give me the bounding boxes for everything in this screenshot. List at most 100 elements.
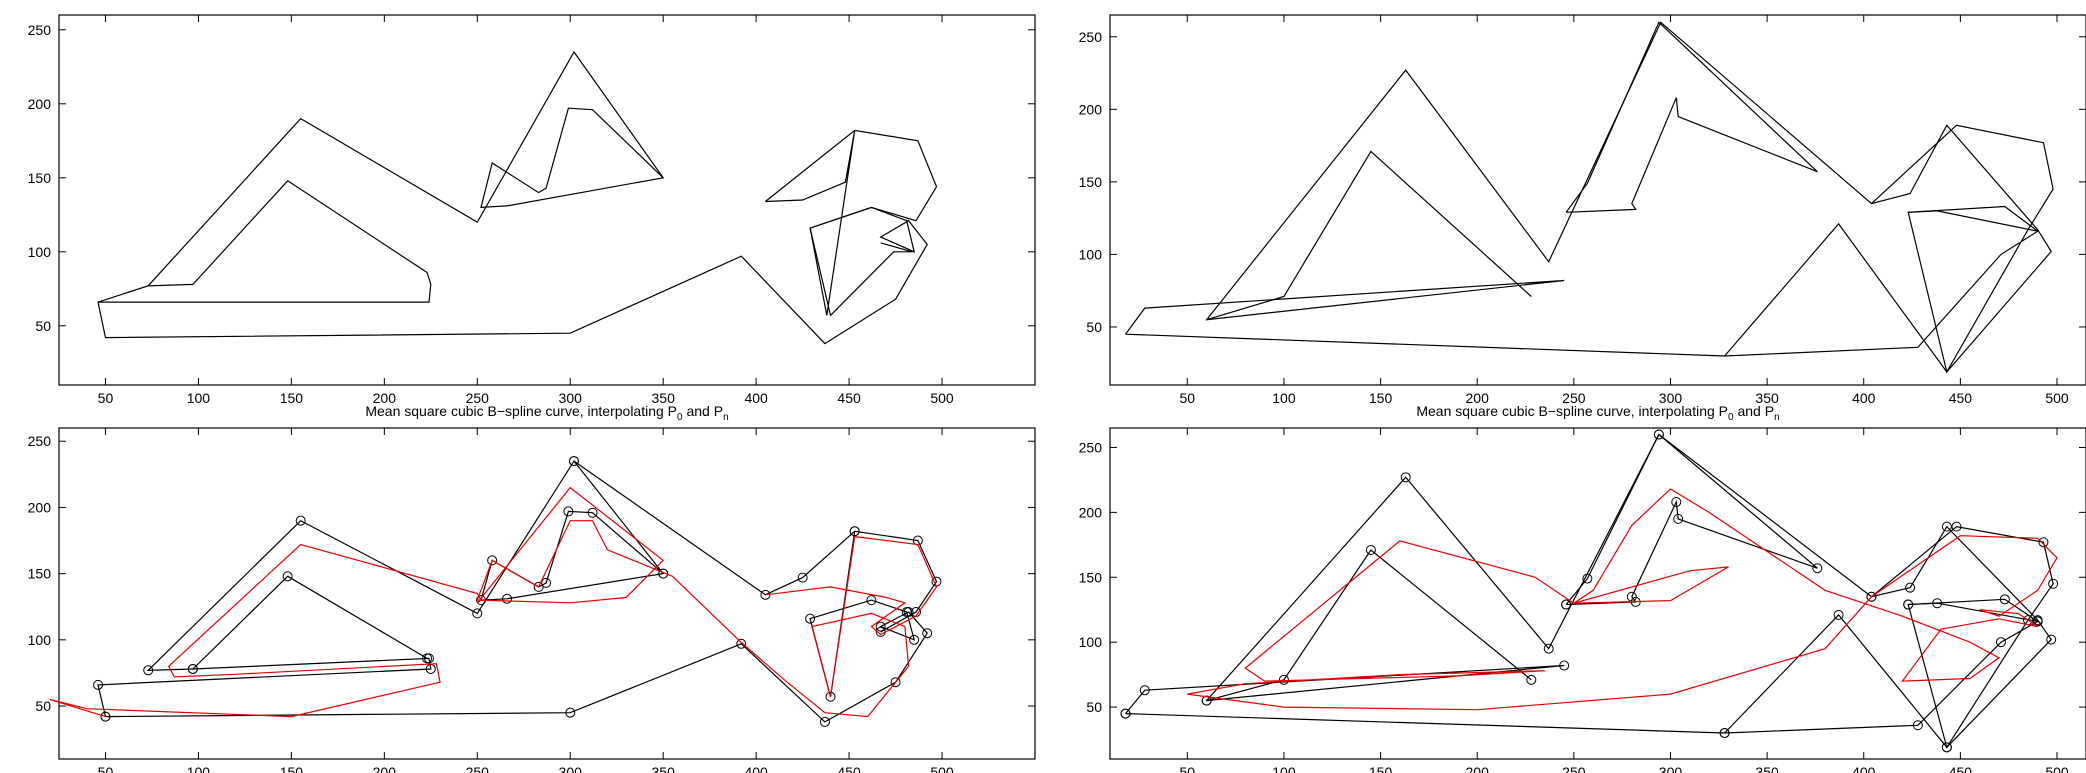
control-point-marker xyxy=(1941,742,1952,753)
control-point-marker xyxy=(100,711,111,722)
control-point-marker xyxy=(1543,643,1554,654)
y-tick-label: 50 xyxy=(1086,699,1102,715)
control-point-marker xyxy=(1905,582,1916,593)
x-tick-label: 300 xyxy=(1659,390,1683,406)
control-polygon xyxy=(97,50,665,338)
y-tick-label: 50 xyxy=(35,318,51,334)
control-point-marker xyxy=(472,608,483,619)
x-tick-label: 350 xyxy=(1755,390,1779,406)
control-point-marker xyxy=(658,568,669,579)
control-polygon xyxy=(1206,150,1532,321)
control-polygon xyxy=(1206,549,1532,702)
control-point-marker xyxy=(1400,472,1411,483)
control-point-marker xyxy=(1120,708,1131,719)
control-polygon xyxy=(1724,525,2052,749)
x-tick-label: 50 xyxy=(98,390,114,406)
panel-bottom-left: 50 100 150 200 250 300 350 400 450 500 50 100 150 200… xyxy=(28,403,1036,773)
control-point-marker xyxy=(2048,578,2059,589)
y-tick-label: 100 xyxy=(28,632,52,648)
control-point-marker xyxy=(565,707,576,718)
control-polygon xyxy=(105,530,938,723)
y-tick-label: 200 xyxy=(28,96,52,112)
control-polygon xyxy=(97,460,665,717)
y-tick-label: 150 xyxy=(28,170,52,186)
control-polygon xyxy=(105,130,928,345)
control-point-marker xyxy=(1999,594,2010,605)
y-tick-label: 50 xyxy=(1086,319,1102,335)
control-point-marker xyxy=(1903,599,1914,610)
control-point-marker xyxy=(2046,634,2057,645)
control-point-marker xyxy=(797,572,808,583)
x-tick-label: 50 xyxy=(98,764,114,773)
x-axis-label: Mean square cubic B−spline curve, interp… xyxy=(365,403,728,423)
y-tick-label: 50 xyxy=(35,698,51,714)
y-tick-label: 200 xyxy=(1079,504,1103,520)
x-tick-label: 450 xyxy=(1949,764,1973,773)
spline-curve xyxy=(49,486,938,718)
control-point-marker xyxy=(93,679,104,690)
panel-top-right: 50 100 150 200 250 300 350 400 450 500 50 100 150 200… xyxy=(1079,14,2086,406)
y-tick-label: 250 xyxy=(28,22,52,38)
axes-frame xyxy=(58,427,1036,760)
control-point-marker xyxy=(1866,591,1877,602)
control-polygon xyxy=(1908,602,2038,622)
y-tick-label: 150 xyxy=(1079,174,1103,190)
control-point-marker xyxy=(282,571,293,582)
y-tick-label: 100 xyxy=(1079,246,1103,262)
control-point-marker xyxy=(866,595,877,606)
control-point-marker xyxy=(295,515,306,526)
axes-frame xyxy=(1109,427,2086,760)
x-tick-label: 300 xyxy=(559,764,583,773)
control-point-marker xyxy=(875,621,886,632)
x-tick-label: 350 xyxy=(1755,764,1779,773)
control-point-marker xyxy=(1365,545,1376,556)
spline-curve xyxy=(1187,488,2058,711)
control-point-marker xyxy=(1201,695,1212,706)
x-tick-label: 300 xyxy=(559,390,583,406)
x-tick-label: 400 xyxy=(744,764,768,773)
control-point-marker xyxy=(422,653,433,664)
panel-bottom-right: 50 100 150 200 250 300 350 400 450 500 50 100 150 200… xyxy=(1079,403,2086,773)
control-point-marker xyxy=(1582,573,1593,584)
x-tick-label: 50 xyxy=(1180,390,1196,406)
control-point-marker xyxy=(825,691,836,702)
x-tick-label: 350 xyxy=(652,764,676,773)
x-tick-label: 450 xyxy=(837,764,861,773)
x-tick-label: 300 xyxy=(1659,764,1683,773)
control-point-marker xyxy=(1671,496,1682,507)
control-point-marker xyxy=(541,577,552,588)
x-tick-label: 100 xyxy=(1272,390,1296,406)
x-tick-label: 250 xyxy=(466,764,490,773)
control-point-marker xyxy=(187,663,198,674)
control-polygon xyxy=(1125,433,2054,749)
x-tick-label: 150 xyxy=(280,390,304,406)
x-tick-label: 150 xyxy=(1369,390,1393,406)
control-point-marker xyxy=(1932,598,1943,609)
control-point-marker xyxy=(1812,563,1823,574)
y-tick-label: 150 xyxy=(1079,569,1103,585)
control-point-marker xyxy=(487,555,498,566)
control-point-marker xyxy=(563,506,574,517)
control-point-marker xyxy=(1653,429,1664,440)
panel-top-left: 50 100 150 200 250 300 350 400 450 500 50 100 150 200… xyxy=(28,14,1036,406)
x-tick-label: 150 xyxy=(1369,764,1393,773)
y-tick-label: 100 xyxy=(1079,634,1103,650)
x-tick-label: 350 xyxy=(652,390,676,406)
control-polygon xyxy=(1125,21,2054,374)
control-polygon xyxy=(573,460,856,596)
control-polygon xyxy=(192,575,428,670)
control-polygon xyxy=(765,129,938,317)
control-point-marker xyxy=(143,665,154,676)
x-tick-label: 500 xyxy=(930,390,954,406)
x-tick-label: 250 xyxy=(1562,390,1586,406)
x-axis-label: Mean square cubic B−spline curve, interp… xyxy=(1416,403,1779,423)
axes-frame xyxy=(1109,14,2086,386)
y-tick-label: 100 xyxy=(28,244,52,260)
x-tick-label: 250 xyxy=(1562,764,1586,773)
control-point-marker xyxy=(1833,609,1844,620)
control-point-marker xyxy=(849,526,860,537)
x-tick-label: 100 xyxy=(1272,764,1296,773)
y-tick-label: 250 xyxy=(1079,29,1103,45)
control-point-marker xyxy=(922,628,933,639)
control-point-marker xyxy=(736,638,747,649)
